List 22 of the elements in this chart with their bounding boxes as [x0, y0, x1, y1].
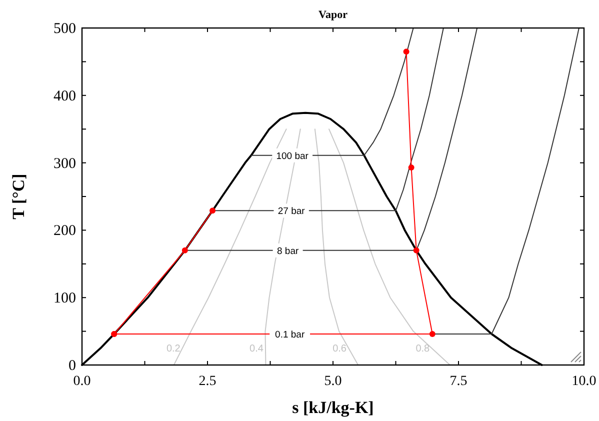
x-tick-label: 7.5: [450, 374, 468, 389]
x-tick-label: 2.5: [198, 374, 216, 389]
y-tick-label: 400: [54, 88, 76, 104]
annotation: 0.1 bar: [275, 329, 305, 340]
y-axis-title: T [°C]: [9, 174, 28, 220]
y-tick-label: 300: [54, 156, 76, 172]
annotation: 0.2: [166, 344, 181, 355]
y-tick-label: 0: [68, 358, 76, 374]
y-tick-label: 100: [54, 290, 76, 307]
annotation: 0.8: [416, 344, 430, 355]
x-tick-label: 5.0: [324, 374, 342, 389]
annotation: 0.6: [332, 344, 347, 355]
x-tick-label: 0.0: [73, 374, 91, 389]
x-tick-label: 10.0: [572, 374, 596, 389]
y-tick-label: 500: [54, 21, 76, 37]
annotation: 0.4: [250, 344, 264, 355]
annotation: 100 bar: [276, 150, 308, 162]
y-tick-label: 200: [54, 223, 76, 240]
annotation: 27 bar: [278, 206, 305, 218]
x-axis-title: s [kJ/kg-K]: [292, 398, 374, 417]
chart-title: Vapor: [318, 9, 348, 21]
annotation: 8 bar: [276, 246, 299, 257]
